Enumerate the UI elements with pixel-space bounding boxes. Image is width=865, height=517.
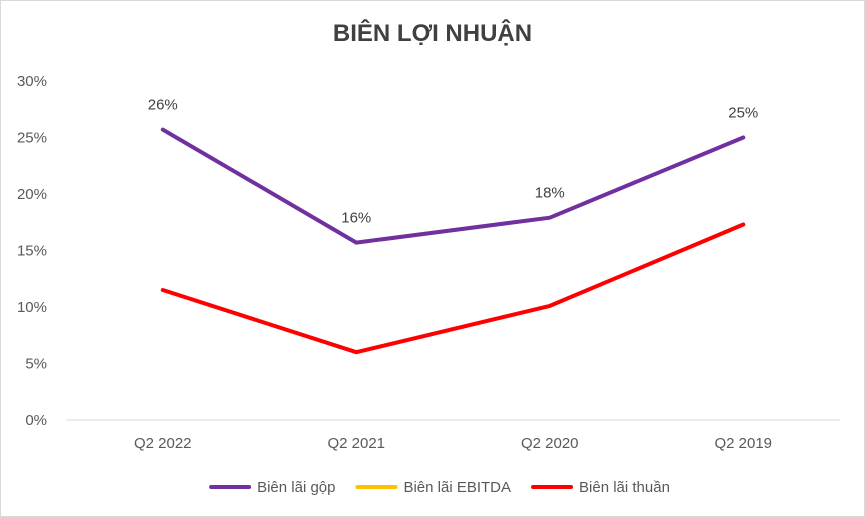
data-label: 18% [535,185,565,202]
x-tick-label: Q2 2021 [327,435,385,452]
y-tick-label: 25% [17,130,47,147]
legend-label: Biên lãi EBITDA [403,479,511,496]
y-tick-label: 10% [17,299,47,316]
data-label: 25% [728,105,758,122]
data-label: 16% [341,210,371,227]
x-tick-label: Q2 2020 [521,435,579,452]
series-line-2 [160,222,746,355]
data-label: 26% [148,97,178,114]
y-tick-label: 5% [25,356,47,373]
y-tick-label: 0% [25,412,47,429]
x-tick-label: Q2 2019 [714,435,772,452]
legend-label: Biên lãi thuần [579,479,670,496]
y-tick-label: 15% [17,243,47,260]
legend-label: Biên lãi gộp [257,479,335,496]
y-tick-label: 30% [17,73,47,90]
x-tick-label: Q2 2022 [134,435,192,452]
chart-title: BIÊN LỢI NHUẬN [332,20,533,47]
series-line-0 [160,127,746,245]
y-tick-label: 20% [17,186,47,203]
